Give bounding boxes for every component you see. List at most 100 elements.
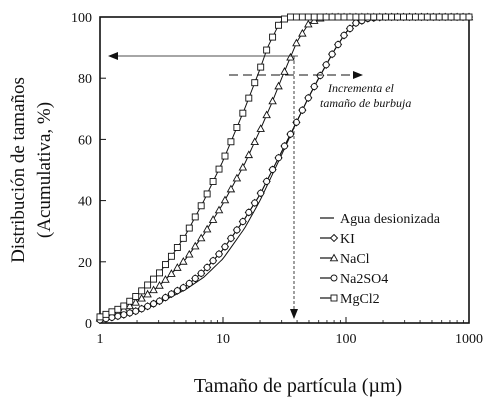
x-tick-label: 10 [216, 332, 230, 347]
data-point [287, 13, 294, 21]
data-point [144, 281, 152, 289]
data-point [108, 308, 116, 316]
data-point [304, 94, 312, 102]
x-tick-label: 1000 [455, 332, 483, 347]
data-point [275, 21, 282, 29]
data-point [191, 213, 199, 221]
data-point [209, 257, 217, 265]
data-point [441, 13, 449, 21]
data-point [232, 173, 242, 182]
annotation-line1: Incrementa el [327, 81, 395, 95]
data-point [263, 46, 271, 54]
data-point [304, 13, 312, 21]
data-point [280, 67, 289, 75]
y-axis-title-line2: (Acumulativa, %) [34, 102, 55, 238]
data-point [144, 302, 152, 310]
y-tick-label: 0 [85, 317, 92, 332]
legend-label: KI [340, 232, 355, 247]
data-point [203, 263, 211, 271]
y-tick-label: 40 [78, 195, 92, 210]
data-point [244, 150, 254, 159]
data-point [239, 109, 247, 117]
data-point [411, 13, 419, 21]
data-point [316, 72, 324, 79]
data-point [245, 208, 253, 216]
data-point [137, 293, 146, 302]
data-point [167, 290, 175, 298]
data-point [208, 215, 218, 223]
data-point [173, 287, 181, 295]
legend-label: NaCl [340, 252, 370, 267]
data-point [346, 13, 354, 21]
series-group [95, 12, 474, 325]
data-point [257, 63, 265, 71]
data-point [262, 110, 271, 119]
legend-label: Agua desionizada [340, 212, 441, 227]
y-tick-label: 80 [78, 72, 92, 87]
data-point [435, 13, 443, 21]
data-point [215, 250, 223, 258]
data-point [292, 38, 301, 47]
data-point [161, 275, 170, 283]
data-point [269, 166, 277, 174]
data-point [114, 312, 122, 320]
series-line [99, 16, 469, 318]
data-point [298, 13, 306, 21]
data-point [132, 307, 140, 315]
data-point [340, 31, 348, 39]
data-point [96, 313, 104, 321]
data-point [346, 25, 354, 33]
data-point [310, 13, 318, 21]
data-point [334, 13, 342, 21]
data-point [156, 297, 163, 305]
legend-marker [330, 294, 338, 302]
x-axis-title: Tamaño de partícula (µm) [194, 375, 402, 397]
data-point [126, 297, 134, 305]
data-point [114, 305, 122, 313]
data-point [179, 284, 187, 292]
data-point [453, 13, 461, 21]
data-point [459, 13, 467, 21]
data-point [156, 269, 163, 277]
data-point [149, 285, 158, 294]
data-point [268, 96, 277, 105]
data-point [376, 13, 384, 21]
data-point [286, 52, 295, 61]
series-mgcl2 [96, 13, 473, 321]
legend-label: MgCl2 [340, 292, 380, 307]
data-point [239, 218, 247, 225]
data-point [162, 261, 169, 269]
series-line [99, 16, 469, 321]
data-point [322, 61, 330, 69]
data-point [292, 118, 300, 126]
data-point [334, 41, 342, 48]
x-tick-label: 100 [336, 332, 357, 347]
data-point [167, 252, 175, 260]
data-point [191, 274, 199, 282]
data-point [358, 13, 366, 21]
data-point [197, 269, 205, 277]
data-point [155, 281, 164, 289]
data-point [382, 13, 390, 21]
data-point [465, 13, 473, 21]
data-point [185, 224, 193, 232]
data-point [150, 275, 158, 283]
data-point [263, 177, 271, 185]
data-point [352, 13, 360, 21]
data-point [227, 138, 235, 146]
data-point [310, 83, 318, 91]
data-point [328, 50, 336, 58]
annotation-line2: tamaño de burbuja [320, 96, 411, 110]
legend-label: Na2SO4 [340, 272, 388, 287]
data-point [108, 313, 116, 321]
data-point [423, 13, 431, 21]
data-point [162, 294, 169, 301]
legend-marker [330, 274, 338, 282]
data-point [250, 137, 260, 146]
data-point [227, 234, 235, 242]
series-line [99, 16, 469, 321]
data-point [256, 124, 265, 132]
data-point [447, 13, 455, 21]
